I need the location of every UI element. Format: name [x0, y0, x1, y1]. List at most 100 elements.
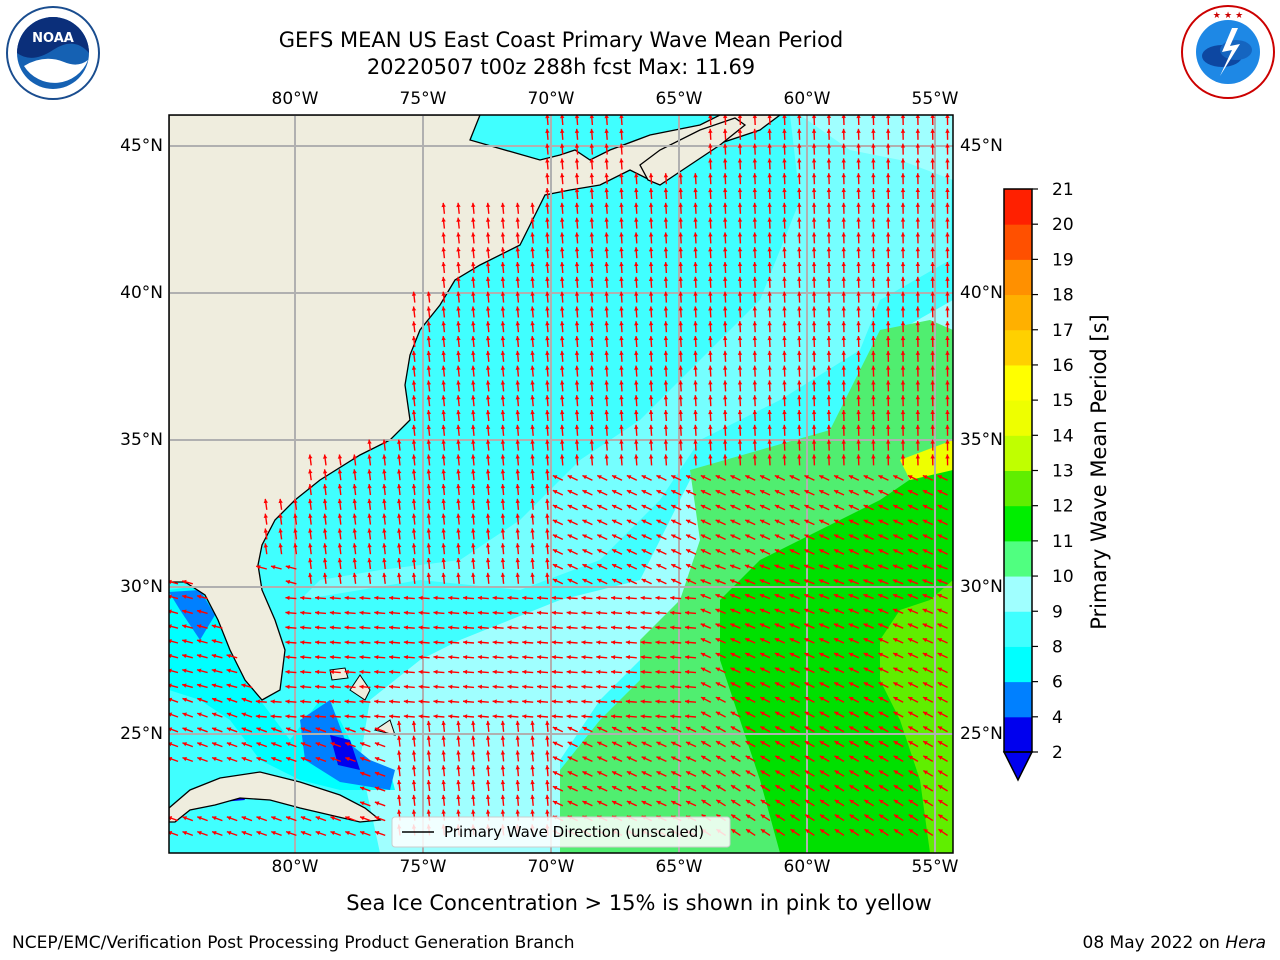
- wave-arrow: [359, 669, 371, 675]
- wave-arrow: [574, 143, 580, 155]
- wave-arrow: [871, 454, 876, 466]
- wave-arrow: [678, 232, 683, 244]
- wave-arrow: [871, 158, 876, 170]
- wave-arrow: [367, 483, 372, 496]
- wave-arrow: [900, 350, 906, 362]
- wave-arrow: [515, 291, 520, 303]
- wave-arrow: [337, 513, 343, 525]
- wave-arrow: [693, 187, 698, 200]
- wave-arrow: [641, 504, 652, 511]
- wave-arrow: [752, 173, 758, 185]
- wave-arrow: [722, 202, 728, 214]
- wave-arrow: [878, 784, 889, 792]
- colorbar-band: [1004, 681, 1032, 718]
- wave-arrow: [574, 454, 580, 466]
- wave-arrow: [418, 714, 430, 719]
- wave-arrow: [937, 711, 948, 718]
- wave-arrow: [782, 335, 787, 348]
- wave-arrow: [471, 794, 476, 806]
- wave-arrow: [760, 828, 771, 836]
- wave-arrow: [670, 563, 682, 570]
- wave-arrow: [804, 814, 815, 822]
- wave-arrow: [885, 350, 891, 362]
- wave-arrow: [811, 380, 817, 392]
- wave-arrow: [892, 608, 904, 615]
- wave-arrow: [411, 395, 417, 407]
- wave-arrow: [760, 814, 771, 822]
- wave-arrow: [700, 711, 712, 718]
- wave-arrow: [833, 593, 845, 600]
- wave-arrow: [582, 474, 593, 481]
- wave-arrow: [930, 380, 935, 392]
- wave-arrow: [759, 579, 771, 585]
- wave-arrow: [551, 610, 563, 615]
- wave-arrow: [722, 291, 728, 303]
- wave-arrow: [900, 232, 906, 244]
- wave-arrow: [856, 439, 861, 451]
- wave-arrow: [567, 474, 578, 481]
- wave-arrow: [730, 504, 741, 511]
- wave-arrow: [818, 548, 830, 555]
- wave-arrow: [841, 158, 846, 170]
- wave-arrow: [226, 830, 238, 837]
- wave-arrow: [441, 572, 446, 584]
- wave-arrow: [530, 380, 535, 392]
- wave-arrow: [745, 725, 756, 733]
- wave-arrow: [211, 712, 223, 718]
- wave-arrow: [345, 830, 356, 837]
- wave-arrow: [945, 247, 950, 259]
- wave-arrow: [774, 711, 786, 718]
- wave-arrow: [308, 528, 313, 540]
- wave-arrow: [634, 232, 639, 244]
- wave-arrow: [907, 579, 919, 585]
- wave-arrow: [737, 173, 743, 185]
- wave-arrow: [426, 750, 432, 762]
- wave-arrow: [945, 291, 950, 303]
- wave-arrow: [403, 625, 415, 630]
- wave-arrow: [359, 640, 371, 645]
- wave-arrow: [596, 756, 608, 763]
- wave-arrow: [915, 454, 921, 466]
- wave-arrow: [314, 625, 327, 630]
- wave-arrow: [611, 474, 623, 481]
- wave-arrow: [329, 640, 341, 645]
- wave-arrow: [871, 187, 876, 200]
- wave-arrow: [634, 321, 639, 333]
- wave-arrow: [441, 543, 446, 555]
- colorbar-band: [1004, 259, 1032, 296]
- wave-arrow: [670, 785, 682, 792]
- wave-arrow: [730, 667, 741, 674]
- wave-arrow: [411, 794, 417, 806]
- colorbar-band: [1004, 329, 1032, 366]
- wave-arrow: [314, 640, 327, 645]
- wave-arrow: [663, 217, 669, 229]
- wave-arrow: [448, 595, 460, 601]
- wave-arrow: [722, 217, 728, 229]
- wave-arrow: [462, 699, 475, 704]
- cuba: [169, 771, 382, 823]
- wave-arrow: [485, 439, 491, 451]
- wave-arrow: [634, 202, 639, 214]
- wave-arrow: [826, 202, 832, 214]
- wave-arrow: [619, 143, 624, 155]
- wave-arrow: [945, 276, 950, 288]
- wave-arrow: [708, 439, 713, 451]
- wave-arrow: [648, 247, 654, 259]
- wave-arrow: [485, 291, 491, 303]
- wave-arrow: [648, 424, 654, 436]
- wave-arrow: [596, 669, 608, 675]
- wave-arrow: [885, 173, 891, 185]
- wave-arrow: [767, 424, 772, 436]
- wave-arrow: [744, 548, 756, 555]
- wave-arrow: [782, 380, 787, 392]
- wave-arrow: [536, 625, 549, 630]
- wave-arrow: [885, 409, 891, 422]
- wave-arrow: [730, 534, 741, 541]
- wave-arrow: [471, 321, 476, 333]
- wave-arrow: [693, 335, 698, 348]
- wave-arrow: [315, 816, 327, 822]
- wave-arrow: [878, 652, 889, 659]
- wave-arrow: [574, 350, 580, 362]
- wave-arrow: [892, 564, 904, 570]
- wave-arrow: [456, 543, 461, 555]
